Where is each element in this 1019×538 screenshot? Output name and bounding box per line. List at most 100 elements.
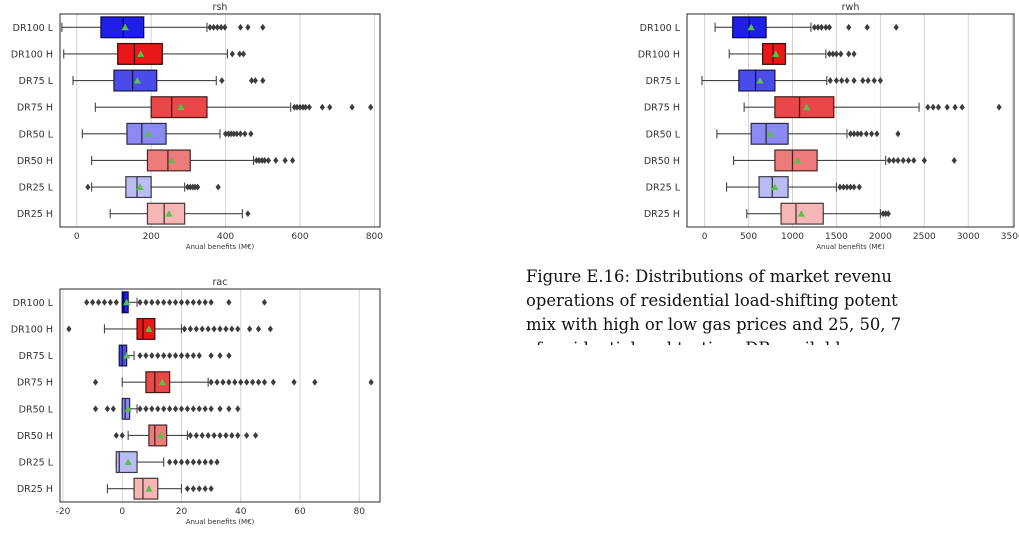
outlier-point [238,378,244,386]
category-label: DR100 L [13,23,54,34]
outlier-point [826,23,833,31]
mean-marker [137,50,145,57]
outlier-point [925,103,931,111]
outlier-point [208,298,214,306]
caption-line: Figure E.16: Distributions of market rev… [526,267,892,286]
outlier-point [211,23,217,31]
outlier-point [895,130,901,138]
outlier-point [167,458,173,466]
boxplot-chart-rac: rac -20 0 20 40 60 80 Anual benefits (M€) DR100 … [11,277,381,526]
outlier-point [844,183,850,191]
outlier-point [895,157,901,164]
outlier-point [952,103,958,111]
outlier-point [202,298,208,306]
outlier-point [92,378,99,386]
outlier-point [149,405,155,413]
outlier-point [199,325,205,333]
outlier-point [921,157,927,164]
chart-title: rac [213,277,228,288]
figure-caption: Figure E.16: Distributions of market rev… [526,265,1019,345]
outlier-point [119,432,125,439]
outlier-point [289,157,296,164]
outlier-point [167,405,173,413]
x-tick-label: 3500 [1001,232,1019,242]
outlier-point [226,352,232,359]
outlier-point [249,378,256,386]
outlier-point [297,103,303,111]
outlier-point [196,352,202,359]
outlier-point [223,325,229,333]
category-label: DR25 H [17,484,53,495]
outlier-point [196,298,202,306]
outlier-point [244,378,250,386]
outlier-point [172,405,179,413]
outlier-point [192,183,198,191]
outlier-point [184,485,191,493]
outlier-point [265,157,271,164]
outlier-point [155,298,161,306]
outlier-point [905,157,912,164]
outlier-point [199,432,205,439]
outlier-point [944,103,950,111]
outlier-point [208,458,214,466]
outlier-point [161,298,167,306]
outlier-point [178,352,185,359]
mean-marker [771,183,779,190]
box-iqr [146,149,191,172]
boxplot-chart-rwh: rwh 0 500 1000 1500 2000 2500 3000 3500 Anual ben… [638,2,1019,251]
outlier-point [95,298,102,306]
outlier-point [877,77,883,84]
category-label: DR75 H [644,103,680,114]
outlier-point [202,485,208,493]
outlier-point [267,325,273,333]
outlier-point [208,352,214,359]
outlier-point [167,352,173,359]
x-tick-label: 2500 [913,232,936,242]
mean-marker [747,23,755,31]
category-label: DR25 H [17,209,53,220]
outlier-point [185,183,191,191]
outlier-point [143,352,149,359]
x-tick-label: 80 [354,507,366,517]
outlier-point [890,157,897,164]
category-label: DR50 L [19,404,54,415]
x-tick-label: 0 [74,232,80,242]
category-label: DR75 L [646,76,681,87]
x-tick-label: 500 [740,232,757,242]
outlier-point [228,130,234,138]
outlier-point [959,103,965,111]
chart-title: rwh [842,2,860,13]
outlier-point [218,23,224,31]
outlier-point [155,352,161,359]
mean-marker [794,156,802,164]
x-tick-label: 2000 [869,232,892,242]
outlier-point [893,23,899,31]
outlier-point [273,157,279,164]
category-label: DR50 H [644,156,680,167]
outlier-point [137,352,143,359]
outlier-point [252,432,259,439]
x-tick-label: 40 [235,507,247,517]
category-label: DR100 H [638,49,680,60]
outlier-point [211,432,217,439]
outlier-point [291,103,298,111]
outlier-point [237,130,244,138]
outlier-point [232,378,238,386]
plot-frame [59,13,381,228]
mean-marker [144,130,152,137]
outlier-point [259,157,265,164]
outlier-point [190,405,196,413]
outlier-point [184,352,191,359]
outlier-point [839,77,845,84]
outlier-point [207,23,213,31]
outlier-point [92,405,99,413]
mean-marker [772,50,780,57]
outlier-point [178,458,185,466]
mean-marker [145,485,153,492]
x-tick-label: 200 [143,232,160,242]
outlier-point [231,130,237,138]
outlier-point [205,432,211,439]
x-tick-label: -20 [56,507,71,517]
chart-title: rsh [213,2,228,13]
outlier-point [217,432,223,439]
